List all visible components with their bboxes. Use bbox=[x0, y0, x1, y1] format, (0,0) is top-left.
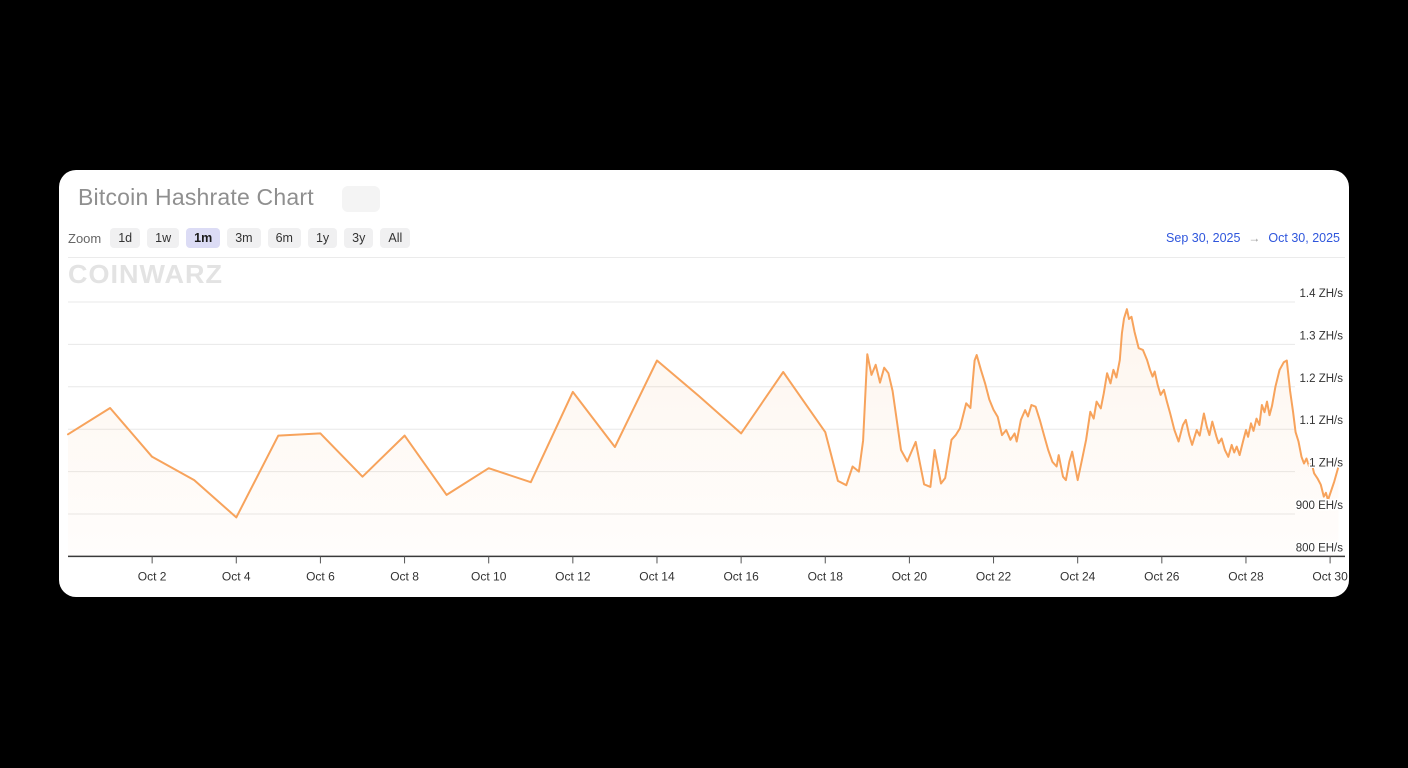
x-axis-label: Oct 28 bbox=[1228, 569, 1264, 583]
zoom-label: Zoom bbox=[68, 230, 102, 246]
x-axis-label: Oct 16 bbox=[723, 569, 759, 583]
x-axis-label: Oct 14 bbox=[639, 569, 675, 583]
x-axis-label: Oct 22 bbox=[976, 569, 1012, 583]
zoom-button-1d[interactable]: 1d bbox=[110, 227, 141, 249]
x-axis-label: Oct 4 bbox=[222, 569, 251, 583]
zoom-button-1w[interactable]: 1w bbox=[147, 227, 180, 249]
x-axis-label: Oct 24 bbox=[1060, 569, 1096, 583]
zoom-button-1m[interactable]: 1m bbox=[186, 227, 221, 249]
header-separator bbox=[68, 257, 1345, 258]
x-axis-label: Oct 26 bbox=[1144, 569, 1180, 583]
zoom-button-3m[interactable]: 3m bbox=[227, 227, 261, 249]
range-from-input[interactable]: Sep 30, 2025 bbox=[1166, 231, 1241, 245]
x-axis-label: Oct 2 bbox=[138, 569, 167, 583]
zoom-button-all[interactable]: All bbox=[380, 227, 411, 249]
y-axis-label: 1.2 ZH/s bbox=[1300, 373, 1344, 385]
coin-badge bbox=[342, 186, 380, 212]
x-axis-label: Oct 20 bbox=[892, 569, 928, 583]
zoom-button-1y[interactable]: 1y bbox=[307, 227, 338, 249]
chart-card: Bitcoin Hashrate Chart Zoom 1d 1w 1m 3m 6m 1y… bbox=[59, 170, 1349, 597]
x-axis-label: Oct 18 bbox=[808, 569, 844, 583]
zoom-button-6m[interactable]: 6m bbox=[267, 227, 301, 249]
hashrate-chart-plot-area[interactable]: Oct 2 Oct 4 Oct 6 Oct 8 Oct 10 Oct 12 Oct 14 Oc… bbox=[59, 250, 1349, 597]
date-range: Sep 30, 2025 → Oct 30, 2025 bbox=[1166, 231, 1340, 245]
range-to-input[interactable]: Oct 30, 2025 bbox=[1268, 231, 1340, 245]
range-selector: Zoom 1d 1w 1m 3m 6m 1y 3y All Sep 30, 2025 → Oc… bbox=[68, 226, 1340, 250]
y-axis-label: 1.1 ZH/s bbox=[1300, 415, 1344, 427]
x-axis-label: Oct 8 bbox=[390, 569, 419, 583]
x-axis-label: Oct 30 bbox=[1312, 569, 1348, 583]
y-axis-label: 900 EH/s bbox=[1296, 500, 1344, 512]
x-axis-label: Oct 6 bbox=[306, 569, 335, 583]
y-axis-label: 1 ZH/s bbox=[1309, 458, 1343, 470]
x-axis-label: Oct 10 bbox=[471, 569, 507, 583]
y-axis-label: 1.4 ZH/s bbox=[1300, 288, 1344, 300]
range-arrow-icon: → bbox=[1248, 231, 1261, 245]
y-axis-label: 1.3 ZH/s bbox=[1300, 330, 1344, 342]
chart-title: Bitcoin Hashrate Chart bbox=[78, 184, 314, 210]
coinwarz-watermark: COINWARZ bbox=[68, 260, 223, 289]
y-axis-label: 800 EH/s bbox=[1296, 542, 1344, 554]
x-axis-label: Oct 12 bbox=[555, 569, 591, 583]
zoom-button-3y[interactable]: 3y bbox=[344, 227, 374, 249]
hashrate-line bbox=[67, 308, 1340, 519]
zoom-buttons: 1d 1w 1m 3m 6m 1y 3y All bbox=[110, 227, 411, 249]
hashrate-area bbox=[68, 309, 1339, 557]
